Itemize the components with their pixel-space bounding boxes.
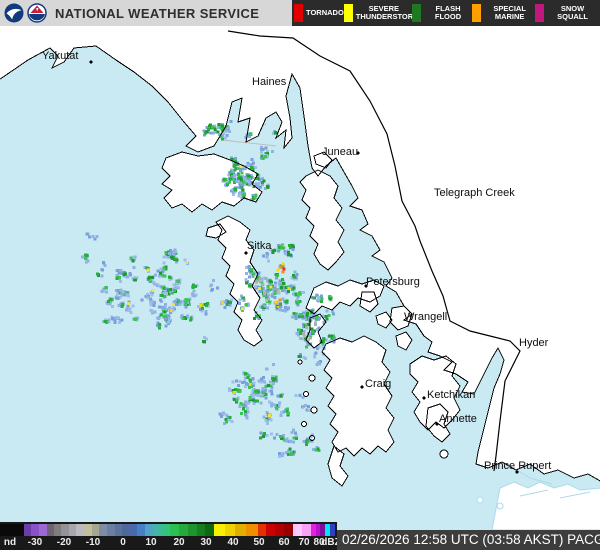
scale-color-segment (84, 524, 92, 536)
scale-gradient (0, 524, 336, 536)
scale-color-segment (39, 524, 48, 536)
nws-logo-icon (27, 3, 47, 23)
city-label-petersburg: Petersburg (366, 276, 420, 288)
city-label-haines: Haines (252, 76, 287, 88)
city-label-craig: Craig (365, 378, 392, 390)
logo-group (4, 3, 47, 23)
city-label-yakutat: Yakutat (42, 50, 79, 62)
warning-swatch (535, 4, 545, 22)
scale-tick-label: 80 (313, 537, 325, 548)
scale-color-segment (275, 524, 284, 536)
header-title: NATIONAL WEATHER SERVICE (55, 5, 260, 21)
scale-color-segment (187, 524, 197, 536)
scale-tick-label: 50 (253, 537, 265, 548)
warning-label: TORNADO (306, 8, 344, 17)
city-label-hyder: Hyder (519, 337, 549, 349)
scale-color-segment (121, 524, 130, 536)
scale-color-segment (91, 524, 99, 536)
scale-color-segment (245, 524, 258, 536)
scale-tick-label: 60 (278, 537, 290, 548)
scale-color-segment (213, 524, 225, 536)
scale-color-segment (153, 524, 162, 536)
scale-color-segment (324, 524, 330, 536)
scale-tick-label: 20 (173, 537, 185, 548)
warning-label: SEVERE THUNDERSTORM (355, 4, 420, 21)
warning-swatch (472, 4, 482, 22)
scale-color-segment (235, 524, 246, 536)
scale-color-segment (99, 524, 107, 536)
scale-color-segment (329, 524, 336, 536)
scale-color-segment (23, 524, 32, 536)
warning-legend: TORNADO SEVERE THUNDERSTORM FLASH FLOOD SPE… (292, 0, 600, 26)
scale-color-segment (106, 524, 115, 536)
noaa-logo-icon (4, 3, 24, 23)
scale-color-segment (0, 524, 24, 536)
radar-map[interactable]: Yakutat Haines Juneau Telegraph Creek Sitka P… (0, 26, 600, 530)
warning-swatch (343, 4, 353, 22)
warning-legend-item: SPECIAL MARINE (472, 1, 535, 25)
scale-tick-label: -30 (27, 537, 43, 548)
city-label-annette: Annette (439, 413, 477, 425)
city-markers (89, 60, 519, 474)
warning-swatch (411, 4, 421, 22)
scale-color-segment (170, 524, 180, 536)
radar-echo-layer (81, 120, 336, 458)
scale-color-segment (47, 524, 54, 536)
scale-color-segment (68, 524, 77, 536)
scale-color-segment (144, 524, 154, 536)
timestamp-box: 02/26/2026 12:58 UTC (03:58 AKST) PACG (337, 530, 600, 550)
international-border (227, 30, 521, 472)
scale-tick-label: 10 (145, 537, 157, 548)
scale-color-segment (53, 524, 62, 536)
warning-label: FLASH FLOOD (434, 4, 462, 21)
scale-color-segment (266, 524, 276, 536)
scale-tick-label: 40 (227, 537, 239, 548)
scale-color-segment (205, 524, 214, 536)
scale-color-segment (179, 524, 188, 536)
scale-color-segment (76, 524, 85, 536)
scale-tick-label: 0 (120, 537, 126, 548)
warning-legend-item: FLASH FLOOD (411, 1, 472, 25)
scale-tick-label: -10 (85, 537, 101, 548)
scale-color-segment (161, 524, 171, 536)
scale-color-segment (283, 524, 293, 536)
scale-color-segment (292, 524, 303, 536)
scale-color-segment (61, 524, 69, 536)
city-label-telegraph-creek: Telegraph Creek (434, 187, 515, 199)
warning-swatch (294, 4, 303, 22)
warning-legend-item: TORNADO (294, 1, 344, 25)
reflectivity-scale: nd -30 -20 -10 0 10 20 30 40 50 60 70 80 dBZ (0, 522, 341, 550)
scale-tick-label: -20 (56, 537, 72, 548)
timestamp: 02/26/2026 12:58 UTC (03:58 AKST) PACG (342, 532, 600, 547)
warning-legend-item: SEVERE THUNDERSTORM (343, 1, 420, 25)
scale-color-segment (196, 524, 206, 536)
scale-color-segment (316, 524, 321, 536)
city-label-juneau: Juneau (322, 146, 359, 158)
map-canvas[interactable] (0, 26, 600, 530)
scale-color-segment (224, 524, 236, 536)
city-label-ketchikan: Ketchikan (427, 389, 476, 401)
scale-tick-label: nd (3, 537, 17, 548)
scale-color-segment (302, 524, 312, 536)
scale-color-segment (257, 524, 267, 536)
city-label-sitka: Sitka (247, 240, 272, 252)
scale-color-segment (31, 524, 40, 536)
scale-color-segment (137, 524, 145, 536)
scale-color-segment (311, 524, 317, 536)
scale-color-segment (129, 524, 138, 536)
city-label-wrangell: Wrangell (404, 311, 448, 323)
scale-tick-label: 30 (200, 537, 212, 548)
scale-color-segment (320, 524, 325, 536)
warning-legend-item: SNOW SQUALL (535, 1, 598, 25)
warning-label: SNOW SQUALL (557, 4, 588, 21)
scale-color-segment (114, 524, 122, 536)
warning-label: SPECIAL MARINE (493, 4, 526, 21)
scale-tick-label: 70 (298, 537, 310, 548)
units-label: dBZ (321, 537, 341, 548)
city-label-prince-rupert: Prince Rupert (484, 460, 552, 472)
scale-ticks: nd -30 -20 -10 0 10 20 30 40 50 60 70 80 dBZ (0, 536, 341, 549)
